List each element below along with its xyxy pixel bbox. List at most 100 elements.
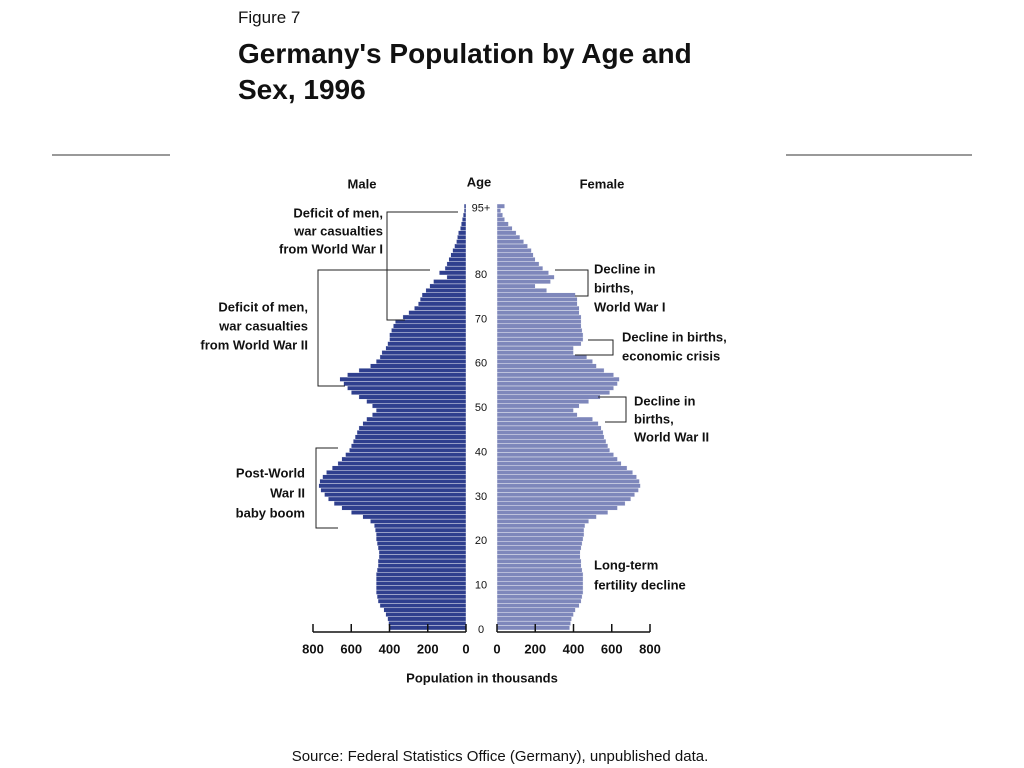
bar bbox=[351, 390, 467, 396]
bar bbox=[496, 261, 540, 267]
bar bbox=[358, 394, 467, 400]
bar bbox=[496, 296, 578, 302]
bar bbox=[444, 265, 467, 271]
age-tick-label: 40 bbox=[475, 446, 487, 458]
bar bbox=[496, 345, 574, 351]
annotation: baby boom bbox=[236, 505, 305, 520]
bar bbox=[320, 487, 467, 493]
x-tick-label: 200 bbox=[524, 641, 546, 656]
bar bbox=[379, 603, 467, 609]
annotation-bracket bbox=[598, 396, 627, 423]
bar bbox=[496, 208, 502, 214]
bar bbox=[496, 372, 614, 378]
bar bbox=[358, 367, 467, 373]
bar bbox=[375, 580, 467, 586]
bar bbox=[345, 452, 467, 458]
x-tick-label: 0 bbox=[493, 641, 500, 656]
bar bbox=[496, 492, 635, 498]
bar bbox=[341, 505, 467, 511]
bar bbox=[496, 252, 534, 258]
annotation-bracket bbox=[555, 269, 589, 297]
bar bbox=[370, 518, 467, 524]
bar bbox=[377, 558, 467, 564]
bar bbox=[322, 474, 467, 480]
bar bbox=[496, 265, 544, 271]
bar bbox=[496, 328, 583, 333]
bar bbox=[378, 549, 467, 555]
bar bbox=[496, 323, 582, 329]
bar bbox=[448, 257, 467, 262]
bar bbox=[496, 225, 513, 231]
bar bbox=[395, 319, 467, 325]
bar bbox=[354, 434, 467, 440]
bar bbox=[496, 336, 584, 342]
age-tick-label: 30 bbox=[475, 491, 487, 503]
bar bbox=[496, 518, 590, 524]
bar bbox=[324, 492, 467, 498]
bar bbox=[496, 332, 584, 338]
bar bbox=[496, 589, 584, 595]
bar bbox=[496, 310, 580, 316]
bar bbox=[381, 350, 467, 356]
bar bbox=[496, 616, 572, 622]
bar bbox=[450, 252, 467, 258]
bar bbox=[496, 390, 611, 396]
bar bbox=[496, 625, 570, 631]
bar bbox=[496, 234, 521, 240]
bar bbox=[429, 283, 467, 289]
bar bbox=[463, 208, 467, 214]
bar bbox=[496, 563, 582, 569]
annotation-bracket bbox=[315, 447, 338, 529]
annotation: from World War II bbox=[200, 337, 308, 352]
x-axis-label: Population in thousands bbox=[406, 670, 558, 685]
bar bbox=[496, 478, 640, 484]
annotation: World War I bbox=[594, 299, 666, 314]
annotation: Decline in bbox=[634, 393, 695, 408]
bar bbox=[496, 447, 611, 453]
bar bbox=[496, 217, 505, 222]
bar bbox=[496, 541, 583, 546]
bar bbox=[362, 421, 467, 427]
bar bbox=[362, 514, 467, 520]
bar bbox=[496, 483, 641, 489]
bar bbox=[496, 501, 626, 506]
bar bbox=[496, 527, 585, 533]
bar bbox=[333, 501, 467, 506]
annotation-bracket bbox=[386, 211, 458, 321]
annotation: fertility decline bbox=[594, 577, 686, 592]
bar bbox=[496, 292, 576, 298]
bar bbox=[496, 620, 571, 626]
bar bbox=[496, 509, 609, 515]
age-tick-label: 80 bbox=[475, 269, 487, 281]
bar bbox=[496, 248, 532, 254]
bar bbox=[496, 572, 584, 577]
bar bbox=[496, 416, 593, 422]
bar bbox=[496, 576, 584, 582]
bar bbox=[496, 403, 580, 409]
x-tick-label: 600 bbox=[601, 641, 623, 656]
bar bbox=[417, 301, 467, 307]
bar bbox=[414, 305, 467, 311]
bar bbox=[496, 274, 555, 280]
bar bbox=[496, 603, 580, 609]
bar bbox=[496, 580, 584, 586]
bar bbox=[496, 203, 505, 209]
bar bbox=[496, 394, 601, 400]
bar bbox=[319, 478, 467, 484]
x-tick-label: 200 bbox=[417, 641, 439, 656]
bar bbox=[496, 288, 547, 293]
bar bbox=[374, 527, 467, 533]
annotation-bracket bbox=[575, 339, 614, 356]
bar bbox=[496, 545, 582, 551]
bar bbox=[496, 452, 614, 458]
bar bbox=[496, 421, 599, 427]
bar bbox=[377, 598, 467, 604]
age-axis-label: Age bbox=[467, 174, 492, 189]
annotation: from World War I bbox=[279, 241, 383, 256]
bar bbox=[376, 594, 467, 600]
bar bbox=[496, 279, 551, 285]
bar bbox=[389, 336, 467, 342]
bar bbox=[375, 359, 467, 364]
bar bbox=[496, 350, 574, 356]
